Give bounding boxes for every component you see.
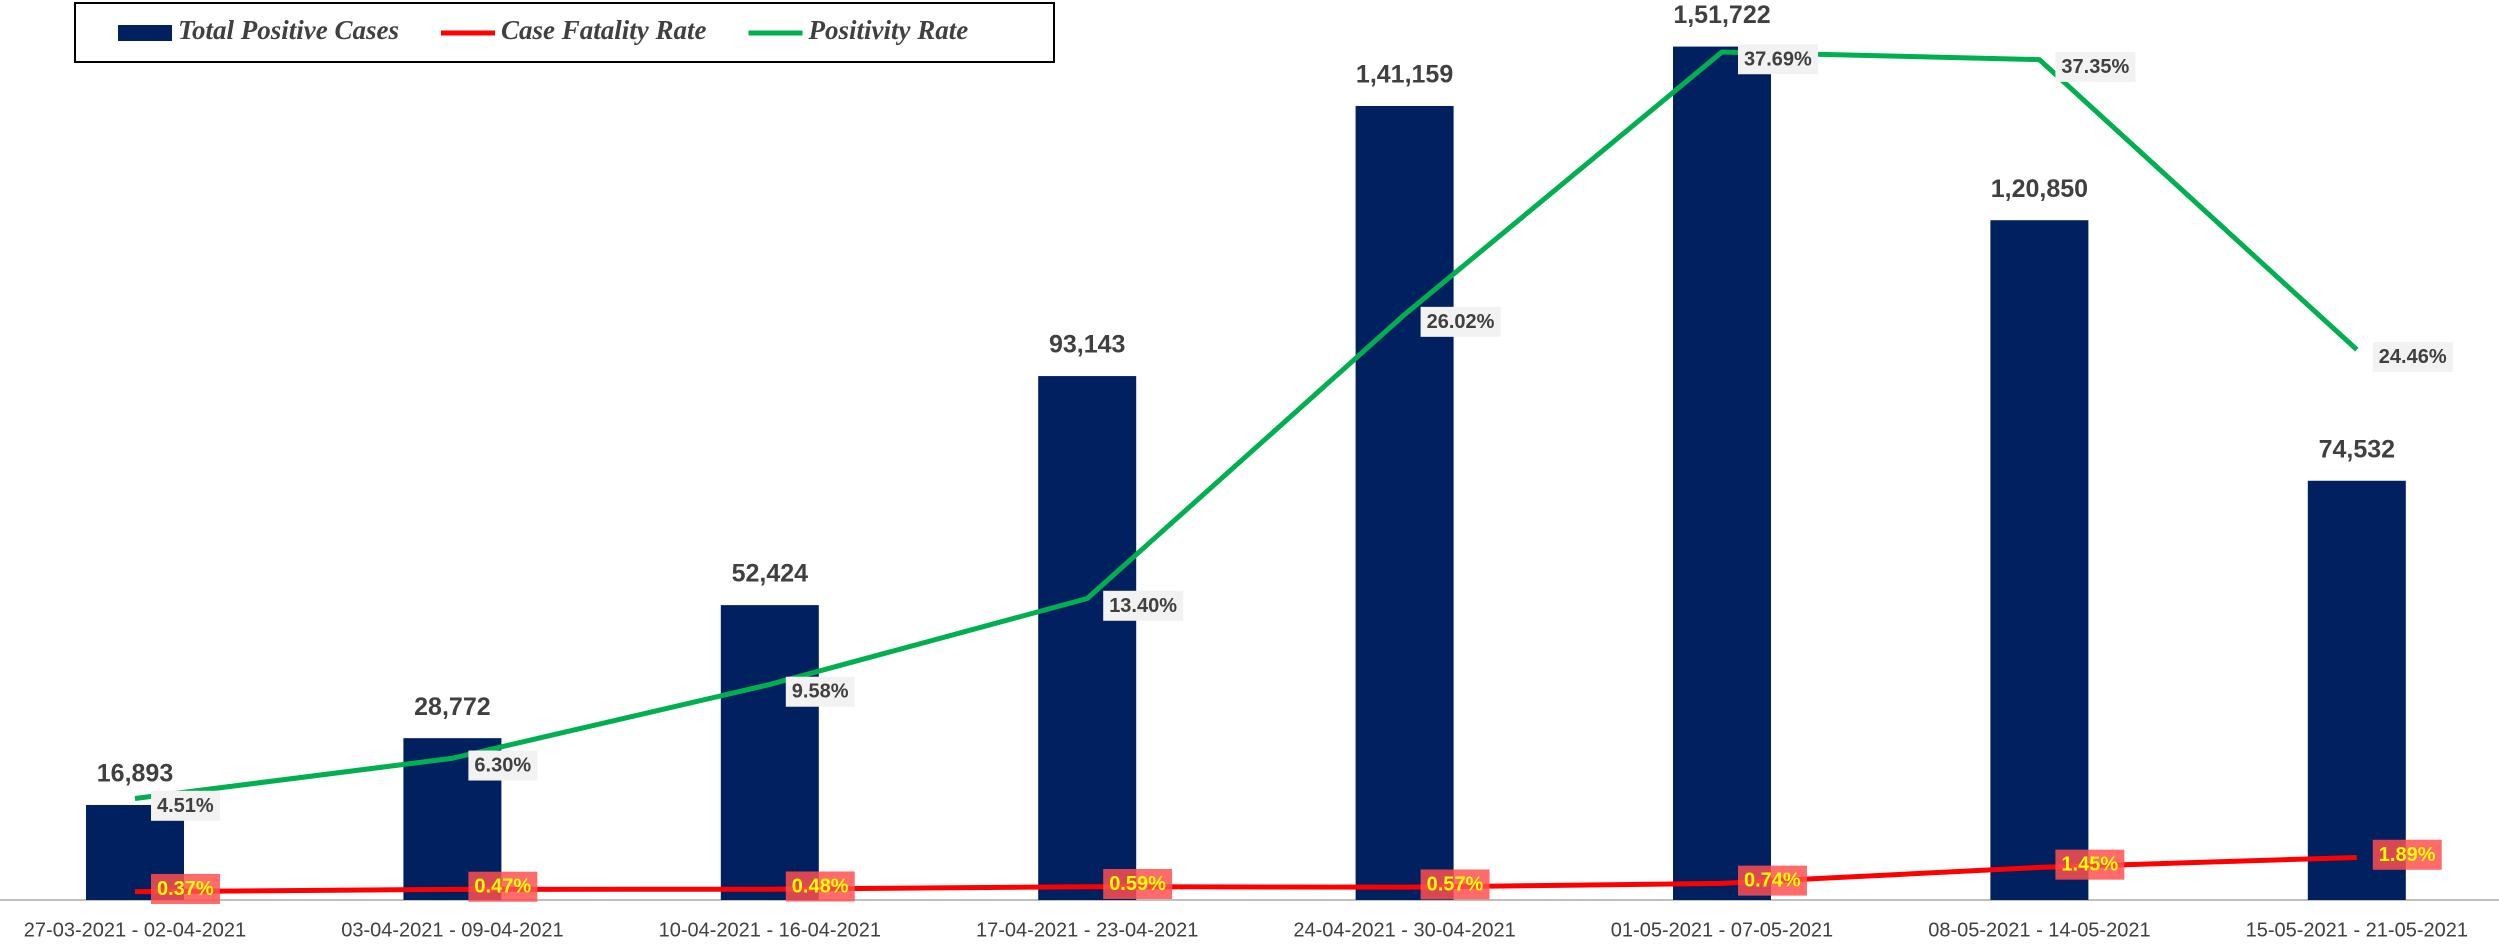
data-label-text: 26.02% bbox=[1427, 311, 1495, 333]
data-label-text: 6.30% bbox=[474, 755, 531, 777]
x-tick-label: 24-04-2021 - 30-04-2021 bbox=[1293, 919, 1515, 941]
legend-label: Positivity Rate bbox=[808, 15, 969, 45]
bar-label: 93,143 bbox=[1049, 331, 1125, 359]
x-tick-label: 08-05-2021 - 14-05-2021 bbox=[1928, 919, 2150, 941]
x-tick-label: 10-04-2021 - 16-04-2021 bbox=[659, 919, 881, 941]
label-bg bbox=[1738, 865, 1807, 896]
data-label: 1.45% bbox=[2055, 849, 2125, 880]
label-bg bbox=[1420, 869, 1490, 900]
x-tick-label: 17-04-2021 - 23-04-2021 bbox=[976, 919, 1198, 941]
bar bbox=[1673, 46, 1771, 901]
data-label-text: 1.89% bbox=[2379, 844, 2436, 866]
line bbox=[134, 49, 2359, 802]
label-bg bbox=[2055, 51, 2136, 82]
x-tick-label: 03-04-2021 - 09-04-2021 bbox=[341, 919, 563, 941]
bar-label: 1,41,159 bbox=[1356, 61, 1453, 89]
x-tick-label: 27-03-2021 - 02-04-2021 bbox=[24, 919, 246, 941]
label-bg bbox=[468, 750, 538, 781]
bar-label: 1,51,722 bbox=[1673, 1, 1770, 29]
label-bg bbox=[1103, 869, 1173, 900]
data-label-text: 37.69% bbox=[1744, 48, 1812, 70]
bar-label: 52,424 bbox=[732, 560, 809, 588]
data-label-text: 0.74% bbox=[1744, 870, 1801, 892]
label-bg bbox=[785, 871, 855, 902]
label-bg bbox=[2055, 849, 2125, 880]
label-bg bbox=[1420, 306, 1501, 337]
data-label: 0.47% bbox=[468, 871, 538, 902]
data-label: 0.37% bbox=[151, 873, 220, 904]
data-label: 13.40% bbox=[1103, 590, 1184, 621]
data-label-text: 4.51% bbox=[157, 795, 214, 817]
label-bg bbox=[2372, 839, 2442, 870]
data-label-text: 37.35% bbox=[2061, 56, 2129, 78]
data-label: 1.89% bbox=[2372, 839, 2442, 870]
data-label-text: 1.45% bbox=[2061, 854, 2118, 876]
data-label: 0.74% bbox=[1738, 865, 1807, 896]
label-bg bbox=[1103, 590, 1184, 621]
legend-label: Total Positive Cases bbox=[178, 15, 399, 45]
legend-swatch bbox=[118, 25, 172, 41]
bar-label: 74,532 bbox=[2319, 435, 2395, 463]
label-bg bbox=[468, 871, 538, 902]
label-bg bbox=[151, 790, 220, 821]
data-label: 26.02% bbox=[1420, 306, 1501, 337]
data-label: 37.35% bbox=[2055, 51, 2136, 82]
data-label: 0.59% bbox=[1103, 869, 1173, 900]
bar-label: 28,772 bbox=[414, 693, 490, 721]
data-label-text: 0.47% bbox=[474, 876, 531, 898]
legend-label: Case Fatality Rate bbox=[501, 15, 707, 45]
bar bbox=[1038, 376, 1137, 900]
data-label: 4.51% bbox=[151, 790, 220, 821]
data-label-text: 9.58% bbox=[792, 681, 849, 703]
bar-label: 1,20,850 bbox=[1991, 175, 2088, 203]
label-bg bbox=[151, 873, 220, 904]
x-tick-label: 01-05-2021 - 07-05-2021 bbox=[1611, 919, 1833, 941]
data-label-text: 24.46% bbox=[2379, 346, 2447, 368]
bar bbox=[1990, 220, 2089, 900]
data-label: 37.69% bbox=[1738, 44, 1819, 75]
x-tick-label: 15-05-2021 - 21-05-2021 bbox=[2246, 919, 2468, 941]
legend-box bbox=[74, 2, 1055, 63]
data-label: 9.58% bbox=[785, 676, 855, 707]
label-bg bbox=[2372, 341, 2453, 372]
data-label: 0.48% bbox=[785, 871, 855, 902]
data-label: 0.57% bbox=[1420, 869, 1490, 900]
label-bg bbox=[785, 676, 855, 707]
bar bbox=[720, 605, 819, 900]
data-label-text: 0.59% bbox=[1109, 873, 1166, 895]
label-bg bbox=[1738, 44, 1819, 75]
data-label-text: 0.57% bbox=[1427, 873, 1484, 895]
data-label-text: 0.48% bbox=[792, 875, 849, 897]
bar bbox=[2307, 480, 2406, 900]
data-label: 24.46% bbox=[2372, 341, 2453, 372]
data-label-text: 0.37% bbox=[157, 878, 214, 900]
data-label-text: 13.40% bbox=[1109, 595, 1177, 617]
bar bbox=[1355, 105, 1454, 901]
data-label: 6.30% bbox=[468, 750, 538, 781]
bar-label: 16,893 bbox=[97, 760, 173, 788]
